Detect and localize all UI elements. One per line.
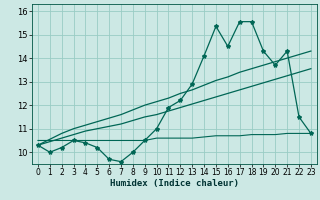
X-axis label: Humidex (Indice chaleur): Humidex (Indice chaleur): [110, 179, 239, 188]
